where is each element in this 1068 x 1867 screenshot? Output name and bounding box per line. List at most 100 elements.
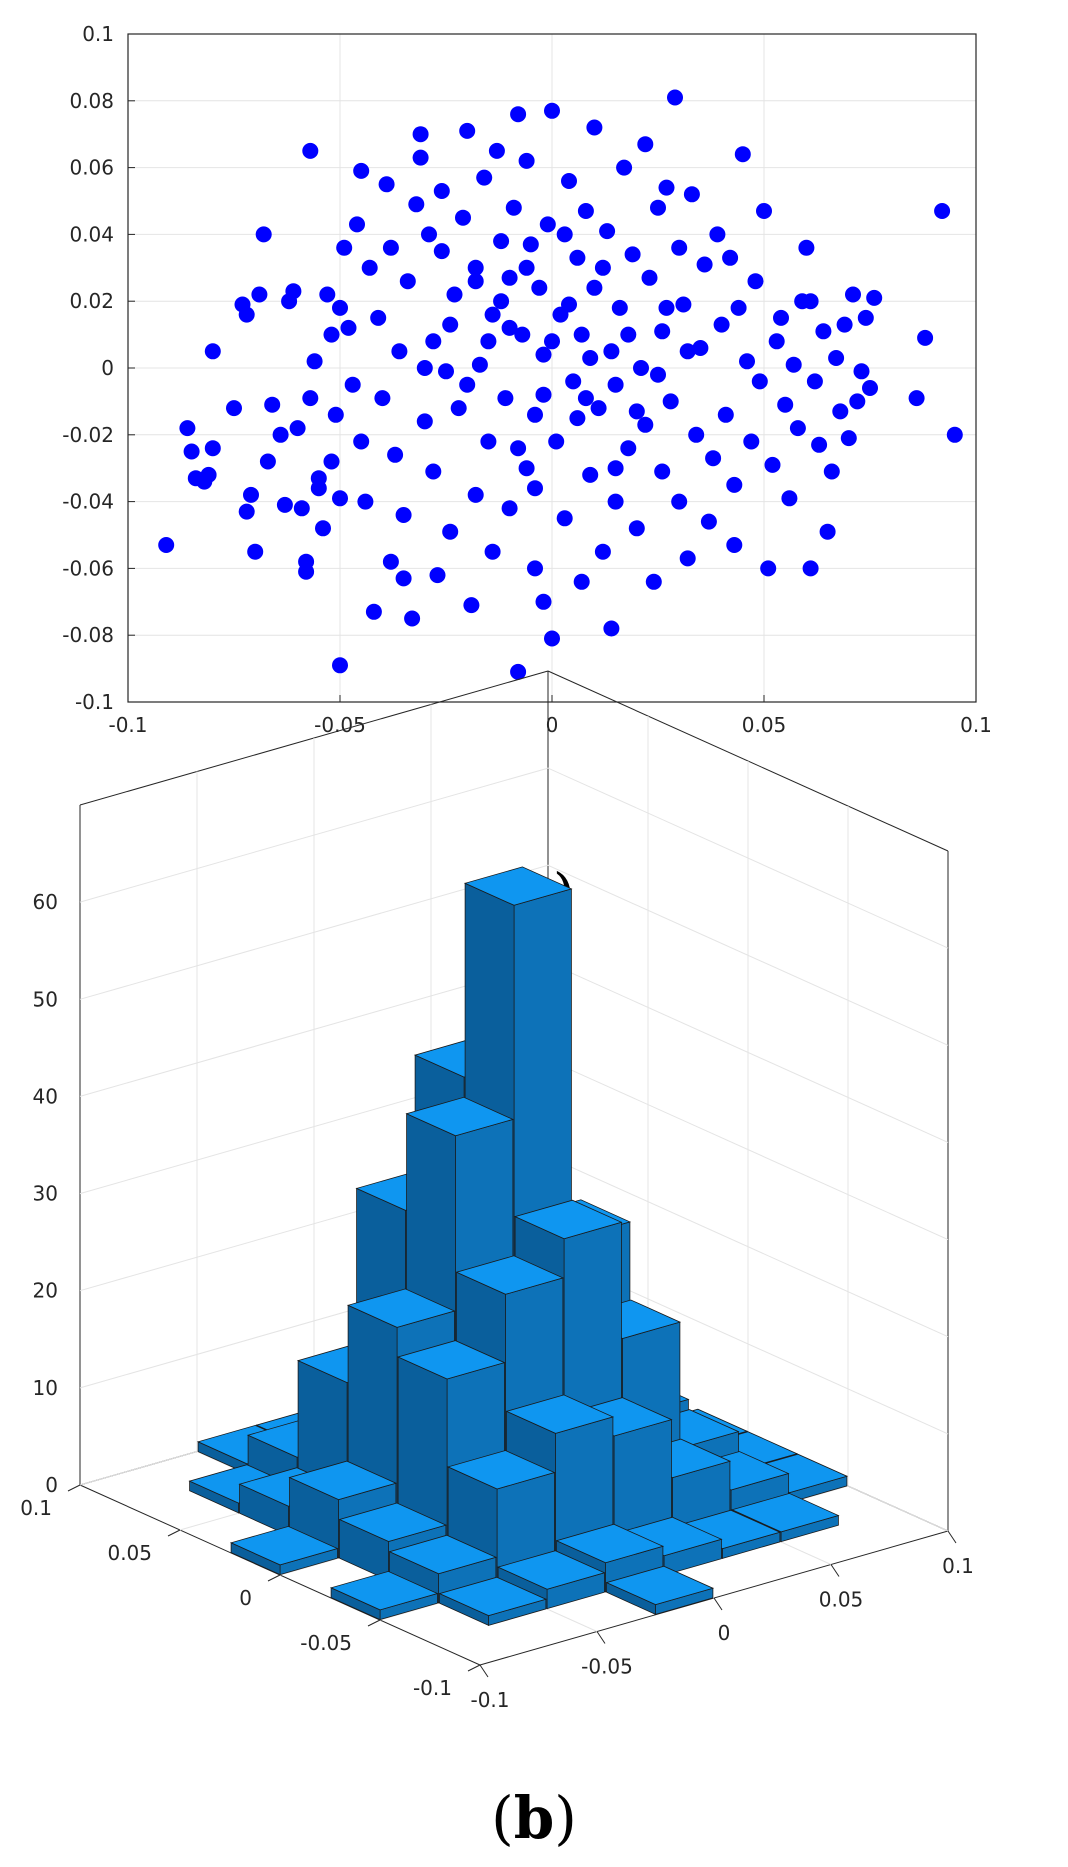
scatter-point (594, 543, 611, 560)
scatter-point (692, 340, 709, 356)
histogram-bar (605, 1565, 715, 1616)
histogram-z-tick-label: 30 (33, 1182, 58, 1206)
scatter-point (204, 440, 221, 457)
scatter-point (332, 490, 348, 507)
scatter-point (802, 293, 819, 310)
scatter-point (789, 420, 806, 437)
scatter-point (332, 299, 348, 316)
scatter-point (535, 346, 552, 363)
scatter-x-tick-label: 0.05 (742, 713, 787, 737)
scatter-point (514, 326, 531, 343)
scatter-point (535, 593, 552, 610)
scatter-point (332, 657, 348, 674)
scatter-point (501, 500, 518, 517)
scatter-point (527, 560, 543, 577)
scatter-point (412, 126, 429, 143)
scatter-y-ticks: -0.1 -0.08 -0.06 -0.04 -0.02 0 0.02 0.04 0.06 0.0… (62, 22, 135, 714)
histogram-z-tick-label: 0 (45, 1473, 58, 1497)
scatter-point (298, 563, 315, 580)
scatter-point (671, 493, 688, 510)
scatter-point (705, 450, 722, 467)
scatter-point (264, 396, 281, 413)
scatter-point (556, 226, 573, 243)
scatter-point (773, 309, 789, 326)
scatter-point (450, 400, 467, 417)
scatter-point (620, 326, 637, 343)
scatter-point (726, 537, 743, 553)
scatter-point (276, 496, 293, 513)
scatter-x-tick-label: -0.1 (108, 713, 147, 737)
scatter-chart: -0.1 -0.05 0 0.05 0.1 -0.1-0.08-0.06-0.04-0.… (62, 22, 992, 737)
scatter-point (349, 216, 365, 233)
scatter-point (853, 363, 870, 380)
histogram-y-tick-mark (267, 1574, 281, 1582)
scatter-point (522, 236, 539, 253)
scatter-point (255, 226, 272, 243)
scatter-point (289, 420, 306, 437)
scatter-point (323, 326, 340, 343)
scatter-point (607, 460, 624, 477)
histogram-x-tick-mark (596, 1631, 606, 1644)
scatter-point (404, 610, 421, 627)
scatter-y-tick-label: -0.04 (62, 490, 114, 514)
scatter-point (586, 119, 603, 136)
scatter-point (344, 376, 361, 393)
scatter-point (777, 396, 794, 413)
scatter-point (493, 293, 510, 310)
scatter-point (620, 440, 637, 457)
scatter-point (696, 256, 713, 273)
scatter-point (628, 403, 645, 420)
scatter-point (425, 333, 442, 350)
scatter-point (382, 239, 399, 256)
scatter-point (480, 433, 497, 450)
scatter-point (336, 239, 353, 256)
scatter-point (582, 350, 599, 366)
scatter-point (365, 603, 382, 620)
scatter-point (819, 523, 836, 540)
scatter-point (476, 169, 493, 186)
scatter-point (756, 203, 772, 219)
scatter-point (679, 343, 696, 360)
scatter-point (849, 393, 866, 410)
scatter-point (484, 543, 501, 560)
histogram-z-tick-label: 10 (33, 1376, 58, 1400)
scatter-y-tick-label: 0.04 (69, 222, 114, 246)
scatter-point (480, 333, 497, 350)
scatter-x-tick-label: 0 (546, 713, 559, 737)
scatter-point (226, 400, 242, 417)
scatter-point (840, 430, 857, 447)
scatter-y-tick-label: 0 (101, 356, 114, 380)
scatter-point (633, 360, 649, 376)
scatter-point (556, 510, 573, 527)
scatter-point (561, 173, 577, 189)
scatter-point (467, 273, 484, 290)
scatter-point (484, 306, 501, 323)
scatter-point (832, 403, 849, 420)
scatter-point (361, 259, 378, 276)
scatter-point (518, 460, 535, 477)
histogram-x-ticks: -0.1 -0.05 0 0.05 0.1 (470, 1530, 974, 1712)
histogram-y-tick-mark (467, 1664, 481, 1672)
scatter-point (285, 283, 302, 300)
scatter-point (408, 196, 425, 213)
scatter-point (353, 433, 370, 450)
histogram-x-tick-mark (830, 1564, 840, 1577)
scatter-points (158, 89, 963, 680)
histogram-x-tick-label: -0.05 (581, 1655, 633, 1679)
scatter-point (650, 366, 666, 383)
scatter-point (399, 273, 416, 290)
scatter-point (548, 433, 565, 450)
scatter-point (527, 480, 543, 497)
scatter-point (539, 216, 556, 233)
scatter-point (467, 486, 484, 503)
scatter-point (569, 249, 586, 266)
scatter-point (505, 199, 522, 216)
scatter-point (382, 553, 399, 570)
scatter-point (760, 560, 777, 577)
scatter-point (594, 259, 611, 276)
histogram-z-tick-label: 40 (33, 1084, 58, 1108)
scatter-point (259, 453, 276, 470)
scatter-point (561, 296, 577, 313)
scatter-point (238, 306, 255, 323)
scatter-point (497, 390, 514, 407)
